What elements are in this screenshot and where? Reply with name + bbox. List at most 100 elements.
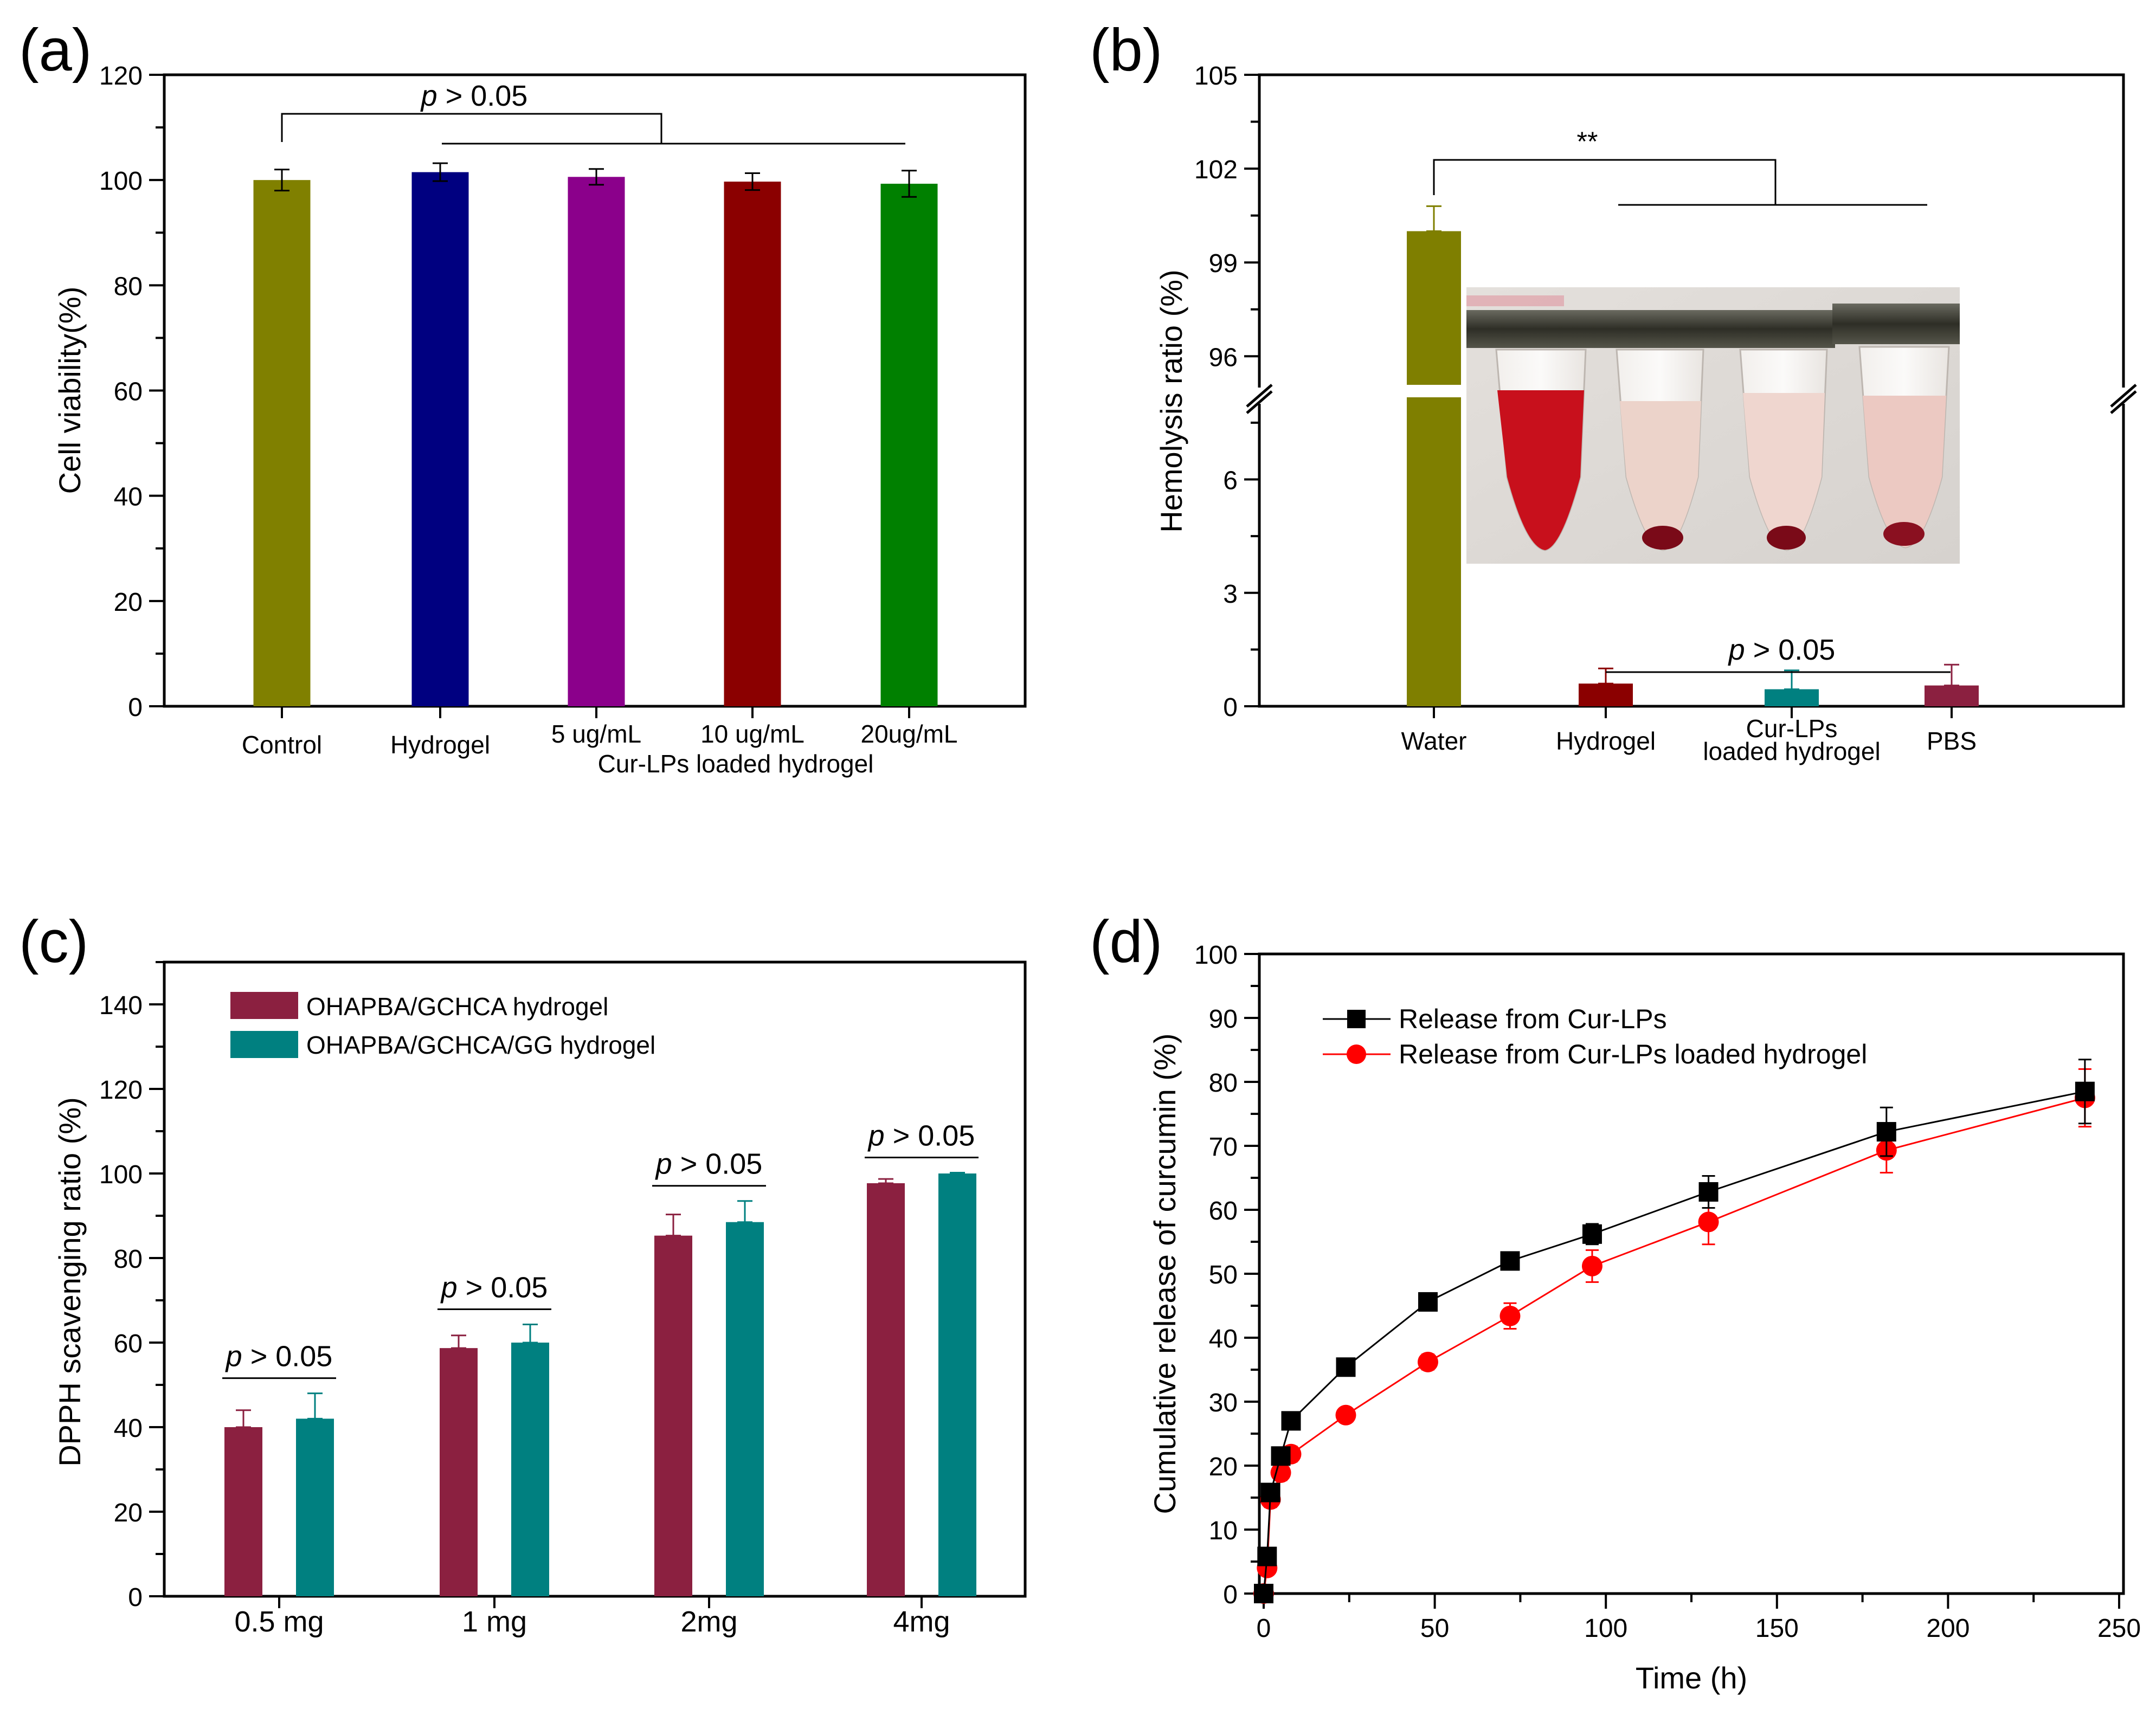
panel-label-a: (a) [19,17,92,83]
error-bar-c [878,1178,893,1184]
x-tick-label-b: Hydrogel [1556,727,1656,755]
y-tick-label-d: 30 [1209,1389,1238,1417]
y-axis-title-a: Cell viability(%) [53,287,87,494]
p-value-annotation-c: p > 0.05 [655,1148,763,1181]
point-d-1 [1499,1305,1521,1326]
point-d-0 [1257,1546,1277,1566]
y-tick-label-b: 3 [1223,580,1238,609]
legend-label-c-1: OHAPBA/GCHCA/GG hydrogel [306,1031,655,1059]
y-tick-label-b: 105 [1194,62,1238,91]
x-tick-label-b: Water [1401,727,1467,755]
bar-c-1 [511,1343,549,1596]
tube-water [1466,295,1591,551]
y-tick-label-b: 99 [1209,249,1238,278]
x-tick-label-c: 4mg [893,1605,950,1638]
x-tick-label-d: 0 [1257,1614,1271,1643]
x-tick-label-b: PBS [1927,727,1977,755]
point-d-0 [1260,1482,1280,1502]
error-bar-b [1784,669,1799,691]
x-tick-label-d: 100 [1584,1614,1627,1643]
x-tick-labels-c: 0.5 mg 1 mg 2mg 4mg [234,1596,950,1638]
y-axis-b: 0 3 6 96 99 102 105 [1194,62,1259,722]
y-tick-label-c: 0 [128,1583,143,1612]
tube-cur-lps-hydrogel [1710,310,1835,551]
x-tick-label-a: Control [242,731,322,759]
error-bar-a [274,169,289,192]
x-tick-label-b: Cur-LPs [1746,714,1838,743]
error-bar-c [523,1323,538,1344]
error-bar-c [236,1409,251,1428]
point-d-1 [1335,1404,1356,1426]
bar-b [1407,397,1461,706]
x-tick-label-c: 0.5 mg [234,1605,324,1638]
chart-d: 0 10 20 30 40 50 60 70 80 90 100 0 50 100 150 200 250 C… [1148,941,2141,1695]
y-tick-label-c: 20 [114,1499,143,1527]
plot-frame-b [1246,73,2137,708]
point-d-0 [2075,1081,2095,1101]
y-tick-label-b: 0 [1223,693,1238,722]
y-tick-label-d: 100 [1194,941,1238,970]
legend-label-c-0: OHAPBA/GCHCA hydrogel [306,992,608,1021]
error-bar-b [1426,205,1441,232]
y-tick-label-d: 40 [1209,1325,1238,1353]
error-bar-c [666,1214,681,1237]
p-value-annotations-c: p > 0.05 p > 0.05 p > 0.05 p > 0.05 [222,1119,979,1379]
y-tick-label-d: 80 [1209,1069,1238,1098]
error-bar-a [745,172,760,191]
plot-frame-c [163,960,1027,1598]
y-axis-title-c: DPPH scavenging ratio (%) [53,1097,87,1467]
bar-a [411,172,469,707]
legend-c: OHAPBA/GCHCA hydrogel OHAPBA/GCHCA/GG hy… [230,992,655,1059]
y-tick-label-d: 20 [1209,1453,1238,1481]
y-axis-d: 0 10 20 30 40 50 60 70 80 90 100 [1194,941,1259,1609]
error-bar-a [433,162,448,182]
point-d-1 [1417,1351,1438,1372]
stars-annotation-b: ** [1577,126,1598,157]
point-d-0 [1500,1251,1520,1271]
tube-pbs [1832,304,1960,549]
y-tick-label-d: 70 [1209,1133,1238,1162]
significance-bracket-b-top [1433,159,1927,206]
point-d-0 [1418,1292,1438,1312]
y-tick-label-c: 80 [114,1245,143,1274]
y-tick-label-d: 10 [1209,1517,1238,1545]
x-tick-label-a: 10 ug/mL [700,720,805,748]
bar-c-1 [938,1173,976,1596]
p-value-annotation-a: p > 0.05 [420,80,528,112]
bar-b [1925,685,1979,706]
series-line-d-0 [1263,1091,2086,1594]
chart-a: 0 20 40 60 80 100 120 Control Hydrogel 5 ug/mL 10… [53,62,1027,778]
x-tick-label-c: 2mg [680,1605,737,1638]
legend-label-d-0: Release from Cur-LPs [1399,1004,1667,1034]
y-tick-label-b: 96 [1209,343,1238,372]
x-tick-label-a: Hydrogel [390,731,490,759]
y-tick-label-a: 100 [99,167,143,196]
y-axis-a: 0 20 40 60 80 100 120 [99,62,164,722]
y-tick-label-b: 102 [1194,156,1238,184]
bar-b [1579,683,1633,706]
bar-c-1 [726,1222,764,1596]
series-d [1253,1059,2095,1604]
legend-swatch-c-1 [230,1031,298,1058]
legend-marker-d-1 [1347,1044,1366,1064]
y-tick-label-d: 90 [1209,1005,1238,1034]
error-bar-c [737,1200,752,1223]
chart-c: 0 20 40 60 80 100 120 140 0.5 mg 1 mg 2mg 4mg p > … [53,960,1027,1638]
legend-d: Release from Cur-LPs Release from Cur-LP… [1323,1004,1867,1069]
legend-marker-d-0 [1347,1010,1366,1028]
significance-bracket-a [281,113,905,145]
y-tick-label-a: 60 [114,378,143,407]
bar-b [1765,689,1819,706]
point-d-0 [1281,1411,1301,1431]
group-label-a: Cur-LPs loaded hydrogel [598,750,874,778]
error-bar-b [1598,667,1613,685]
error-bar-c [950,1171,965,1175]
bar-c-0 [867,1183,905,1596]
y-tick-label-a: 80 [114,272,143,301]
bar-c-1 [296,1418,334,1596]
point-d-0 [1582,1224,1602,1244]
bar-c-0 [654,1235,692,1596]
p-value-annotation-c: p > 0.05 [225,1340,333,1373]
error-bar-a [589,168,604,186]
